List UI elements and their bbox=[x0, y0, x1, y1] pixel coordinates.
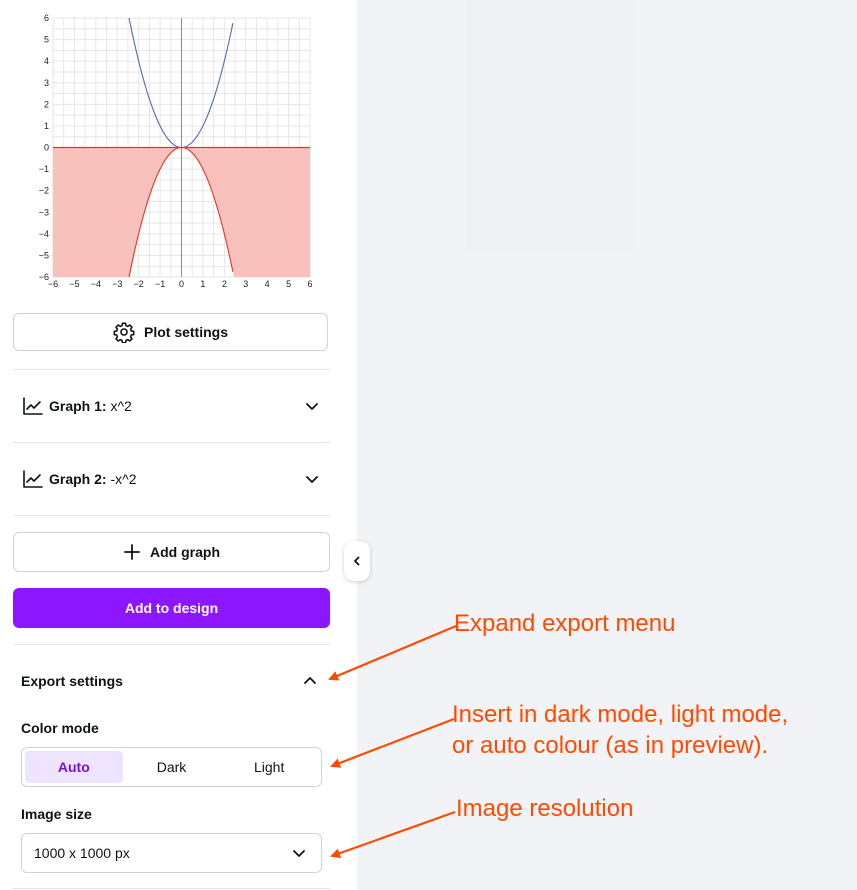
x-tick-label: −3 bbox=[112, 279, 122, 289]
y-tick-label: 2 bbox=[44, 99, 49, 109]
annotation-resolution: Image resolution bbox=[456, 795, 634, 822]
x-tick-label: −5 bbox=[69, 279, 79, 289]
side-panel: −6 −5 −4 −3 −2 −1 0 1 2 3 4 5 6 6 5 4 3 2 1 0 −1 −2 −3 −4 −5 −6 P… bbox=[0, 0, 357, 890]
annotation-mode-line1: Insert in dark mode, light mode, bbox=[452, 701, 789, 728]
x-tick-label: 0 bbox=[179, 279, 184, 289]
y-tick-label: −5 bbox=[39, 250, 49, 260]
color-mode-segmented-control: Auto Dark Light bbox=[21, 747, 322, 787]
export-settings-title: Export settings bbox=[21, 673, 123, 689]
chevron-down-icon bbox=[306, 403, 318, 410]
add-to-design-button[interactable]: Add to design bbox=[13, 588, 330, 628]
annotation-mode-line2: or auto colour (as in preview). bbox=[452, 732, 769, 759]
annotation-expand: Expand export menu bbox=[454, 610, 676, 637]
add-graph-button[interactable]: Add graph bbox=[13, 532, 330, 572]
graph-label-2: Graph 2: -x^2 bbox=[49, 471, 137, 487]
plot-settings-label: Plot settings bbox=[143, 324, 228, 340]
y-tick-label: −4 bbox=[39, 229, 49, 239]
y-tick-label: −2 bbox=[39, 186, 49, 196]
color-mode-dark[interactable]: Dark bbox=[156, 759, 187, 775]
chevron-down-icon bbox=[306, 476, 318, 483]
divider bbox=[13, 442, 330, 443]
collapse-panel-button[interactable] bbox=[344, 541, 370, 581]
graph-expression-1: x^2 bbox=[110, 398, 132, 414]
divider bbox=[13, 515, 330, 516]
fill-region bbox=[53, 147, 310, 277]
y-tick-label: 4 bbox=[44, 56, 49, 66]
x-tick-label: 6 bbox=[307, 279, 312, 289]
divider bbox=[13, 644, 330, 645]
function-plot: −6 −5 −4 −3 −2 −1 0 1 2 3 4 5 6 6 5 4 3 2 1 0 −1 −2 −3 −4 −5 −6 bbox=[39, 13, 313, 289]
x-tick-label: −4 bbox=[91, 279, 101, 289]
add-graph-label: Add graph bbox=[150, 544, 220, 560]
color-mode-light[interactable]: Light bbox=[254, 759, 285, 775]
graph-expression-2: -x^2 bbox=[110, 471, 137, 487]
x-tick-label: 1 bbox=[200, 279, 205, 289]
graph-label-1: Graph 1: x^2 bbox=[49, 398, 132, 414]
x-tick-label: 2 bbox=[222, 279, 227, 289]
x-tick-label: −1 bbox=[155, 279, 165, 289]
image-size-select[interactable]: 1000 x 1000 px bbox=[21, 833, 322, 873]
x-tick-label: 4 bbox=[265, 279, 270, 289]
divider bbox=[13, 888, 330, 889]
canvas-shadow bbox=[465, 0, 635, 250]
chevron-up-icon[interactable] bbox=[302, 673, 318, 689]
divider bbox=[13, 369, 330, 370]
x-tick-label: 5 bbox=[286, 279, 291, 289]
chevron-left-icon bbox=[354, 556, 360, 566]
color-mode-label: Color mode bbox=[21, 720, 99, 736]
image-size-label: Image size bbox=[21, 806, 92, 822]
graph-row-1[interactable]: Graph 1: x^2 bbox=[13, 386, 330, 426]
y-tick-label: 3 bbox=[44, 78, 49, 88]
graph-prefix-2: Graph 2: bbox=[49, 471, 107, 487]
y-tick-label: −1 bbox=[39, 164, 49, 174]
graph-row-2[interactable]: Graph 2: -x^2 bbox=[13, 459, 330, 499]
line-chart-icon bbox=[23, 397, 43, 415]
y-tick-label: 0 bbox=[44, 143, 49, 153]
image-size-value: 1000 x 1000 px bbox=[34, 845, 130, 861]
y-tick-label: 5 bbox=[44, 35, 49, 45]
x-tick-label: 3 bbox=[243, 279, 248, 289]
plus-icon bbox=[124, 544, 140, 560]
chevron-down-icon bbox=[293, 850, 305, 857]
y-tick-label: 6 bbox=[44, 13, 49, 23]
line-chart-icon bbox=[23, 470, 43, 488]
x-tick-label: −2 bbox=[134, 279, 144, 289]
gear-icon bbox=[113, 322, 135, 343]
plot-settings-button[interactable]: Plot settings bbox=[13, 313, 328, 351]
y-tick-label: −3 bbox=[39, 207, 49, 217]
graph-prefix-1: Graph 1: bbox=[49, 398, 107, 414]
y-tick-label: −6 bbox=[39, 272, 49, 282]
y-tick-label: 1 bbox=[44, 121, 49, 131]
x-tick-label: −6 bbox=[48, 279, 58, 289]
color-mode-auto[interactable]: Auto bbox=[25, 751, 123, 783]
